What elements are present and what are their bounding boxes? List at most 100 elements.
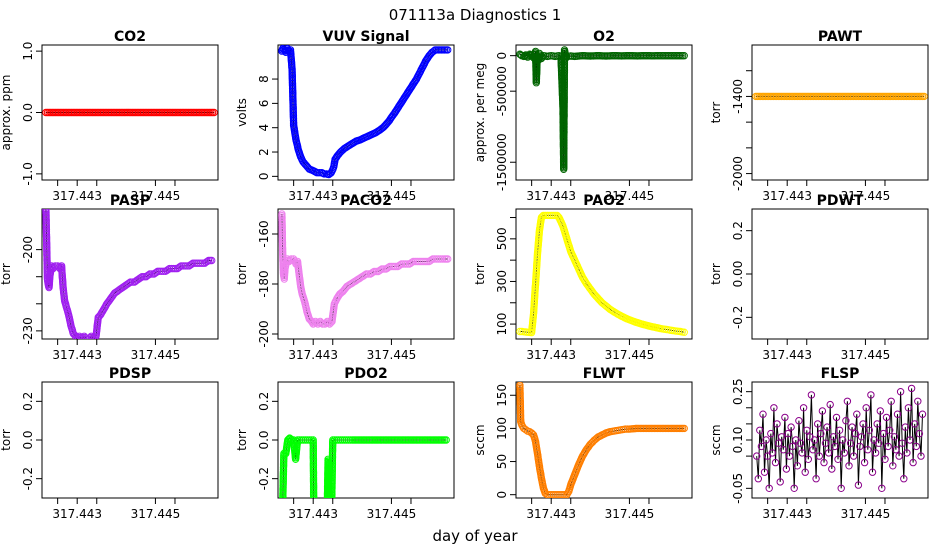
series-pasp bbox=[42, 209, 216, 339]
y-tick-label: -200 bbox=[21, 236, 35, 263]
y-tick-label: 0 bbox=[495, 491, 509, 499]
series-pao2 bbox=[516, 211, 688, 337]
data-point bbox=[279, 510, 285, 516]
data-point bbox=[279, 506, 285, 512]
data-point bbox=[904, 404, 913, 412]
data-point bbox=[311, 532, 317, 538]
y-tick-label: 0.0 bbox=[21, 430, 35, 449]
x-tick-label: 317.443 bbox=[762, 507, 812, 521]
plot-frame bbox=[751, 208, 929, 340]
data-point bbox=[773, 420, 781, 428]
data-point bbox=[757, 442, 766, 451]
y-axis-label-flwt: sccm bbox=[473, 424, 487, 455]
data-point bbox=[314, 534, 320, 540]
data-point bbox=[903, 449, 911, 457]
data-point bbox=[906, 436, 914, 444]
data-point bbox=[886, 426, 894, 434]
data-point bbox=[326, 527, 332, 533]
data-point bbox=[396, 261, 404, 269]
panel-co2: CO2 approx. ppm 317.443 317.445 -1.0 0.0 1.0 bbox=[0, 29, 219, 203]
data-point bbox=[887, 397, 895, 405]
data-point bbox=[778, 433, 786, 441]
series-line bbox=[282, 437, 447, 498]
series-vuv-signal bbox=[278, 45, 452, 179]
data-point bbox=[803, 426, 811, 434]
x-tick-label: 317.443 bbox=[762, 189, 812, 203]
data-point bbox=[128, 278, 137, 286]
data-point bbox=[799, 404, 808, 412]
plot-frame bbox=[751, 44, 929, 181]
y-tick-label: 0.2 bbox=[21, 392, 35, 411]
data-point bbox=[831, 442, 839, 451]
data-point bbox=[881, 455, 889, 463]
x-tick-label: 317.443 bbox=[52, 189, 102, 203]
x-tick-label: 317.445 bbox=[367, 348, 417, 362]
data-point bbox=[279, 524, 285, 530]
data-point bbox=[279, 511, 285, 517]
data-point bbox=[320, 534, 326, 540]
data-point bbox=[774, 439, 783, 447]
data-point bbox=[918, 410, 927, 418]
y-tick-label: 0.0 bbox=[21, 103, 35, 122]
data-point bbox=[329, 497, 334, 498]
data-point bbox=[181, 262, 189, 270]
series-paco2 bbox=[278, 210, 452, 328]
data-point bbox=[907, 384, 916, 393]
data-point bbox=[859, 420, 867, 428]
panel-o2: O2 approx. per meg 317.443 317.445 -1500000 -… bbox=[473, 29, 693, 203]
data-point bbox=[328, 529, 334, 535]
panel-title-flwt: FLWT bbox=[583, 366, 626, 382]
x-tick-label: 317.443 bbox=[762, 348, 812, 362]
data-point bbox=[814, 420, 822, 428]
data-point bbox=[547, 491, 555, 498]
data-point bbox=[829, 433, 838, 441]
data-point bbox=[804, 455, 812, 463]
y-tick-label: -200 bbox=[257, 320, 271, 347]
data-point bbox=[890, 433, 899, 441]
data-point bbox=[437, 255, 445, 263]
data-point bbox=[680, 424, 688, 433]
data-point bbox=[314, 320, 322, 328]
panel-paco2: PACO2 torr 317.443 317.445 -200 -180 -160 bbox=[235, 193, 455, 362]
plot-frame bbox=[515, 44, 693, 181]
data-point bbox=[377, 266, 385, 274]
data-point bbox=[324, 527, 330, 533]
data-point bbox=[344, 436, 353, 444]
y-axis-label-co2: approx. ppm bbox=[0, 75, 13, 151]
y-tick-label: 500 bbox=[495, 227, 509, 250]
data-point bbox=[125, 279, 133, 287]
y-axis-label-pawt: torr bbox=[709, 102, 723, 124]
data-point bbox=[845, 462, 853, 470]
panel-title-pao2: PAO2 bbox=[583, 193, 624, 209]
data-point bbox=[621, 425, 630, 433]
data-point bbox=[384, 263, 393, 271]
data-point bbox=[286, 256, 294, 264]
panel-vuv-signal: VUV Signal volts 317.443 317.445 0 2 4 6 8 bbox=[235, 29, 455, 203]
panel-title-paco2: PACO2 bbox=[340, 193, 392, 209]
x-tick-label: 317.445 bbox=[605, 348, 655, 362]
data-point bbox=[868, 468, 877, 476]
data-point bbox=[152, 268, 161, 276]
x-tick-label: 317.445 bbox=[841, 189, 891, 203]
x-tick-label: 317.445 bbox=[841, 507, 891, 521]
data-point bbox=[326, 522, 332, 528]
data-point bbox=[680, 52, 688, 60]
data-point bbox=[762, 436, 770, 444]
data-point bbox=[821, 439, 830, 447]
data-point bbox=[564, 489, 572, 497]
data-point bbox=[820, 458, 828, 467]
data-point bbox=[279, 519, 285, 525]
x-tick-label: 317.445 bbox=[131, 507, 181, 521]
data-point bbox=[812, 475, 820, 483]
x-tick-label: 317.445 bbox=[605, 189, 655, 203]
y-axis-label-pdo2: torr bbox=[235, 429, 249, 451]
data-point bbox=[311, 530, 317, 536]
plot-frame bbox=[515, 208, 693, 340]
data-point bbox=[781, 413, 789, 422]
y-tick-label: 150 bbox=[495, 384, 509, 407]
data-point bbox=[871, 449, 880, 457]
data-point bbox=[137, 273, 145, 282]
data-point bbox=[817, 429, 825, 438]
panel-pasp: PASP torr 317.443 317.445 -230 -200 bbox=[0, 193, 219, 362]
data-point bbox=[311, 522, 317, 528]
